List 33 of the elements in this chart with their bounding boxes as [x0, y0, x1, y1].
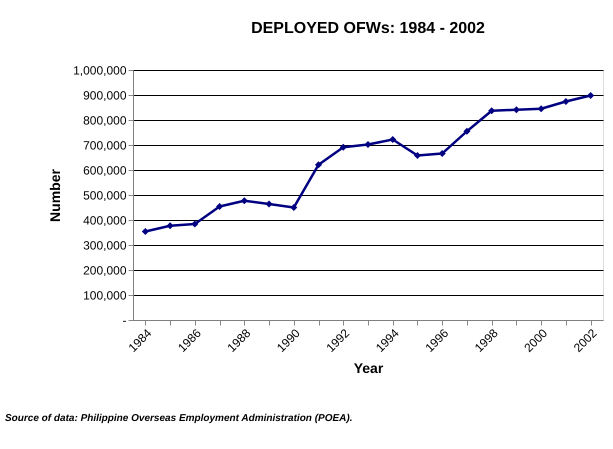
point — [587, 92, 594, 100]
y-tick-label: 400,000 — [83, 214, 127, 228]
chart-title: DEPLOYED OFWs: 1984 - 2002 — [251, 20, 486, 37]
y-axis-title: Number — [47, 168, 64, 222]
point — [488, 107, 496, 114]
point — [191, 220, 198, 228]
point — [240, 197, 248, 204]
point — [538, 105, 545, 112]
y-tick-label: 700,000 — [83, 138, 127, 152]
point — [290, 204, 298, 212]
y-tick-label: 200,000 — [83, 264, 127, 278]
source-note: Source of data: Philippine Overseas Employment Administration (POEA). — [5, 413, 352, 424]
y-tick-label: 900,000 — [83, 88, 127, 102]
x-axis-title: Year — [354, 360, 384, 376]
point — [463, 128, 470, 135]
y-tick-label: 100,000 — [83, 288, 127, 302]
point — [166, 222, 174, 230]
point — [512, 106, 520, 114]
point — [266, 200, 273, 208]
y-tick-label: 1,000,000 — [73, 64, 127, 78]
point — [340, 144, 347, 151]
point — [438, 150, 446, 158]
y-tick-label: 600,000 — [83, 164, 127, 178]
point — [142, 228, 149, 236]
point — [389, 136, 396, 144]
y-tick-label: 800,000 — [83, 114, 127, 128]
y-tick-label: 300,000 — [83, 238, 127, 252]
point — [562, 98, 570, 106]
point — [364, 140, 372, 148]
point — [216, 202, 224, 210]
point — [314, 161, 322, 168]
y-tick-label: 500,000 — [83, 188, 127, 202]
y-tick-label: - — [122, 314, 126, 328]
